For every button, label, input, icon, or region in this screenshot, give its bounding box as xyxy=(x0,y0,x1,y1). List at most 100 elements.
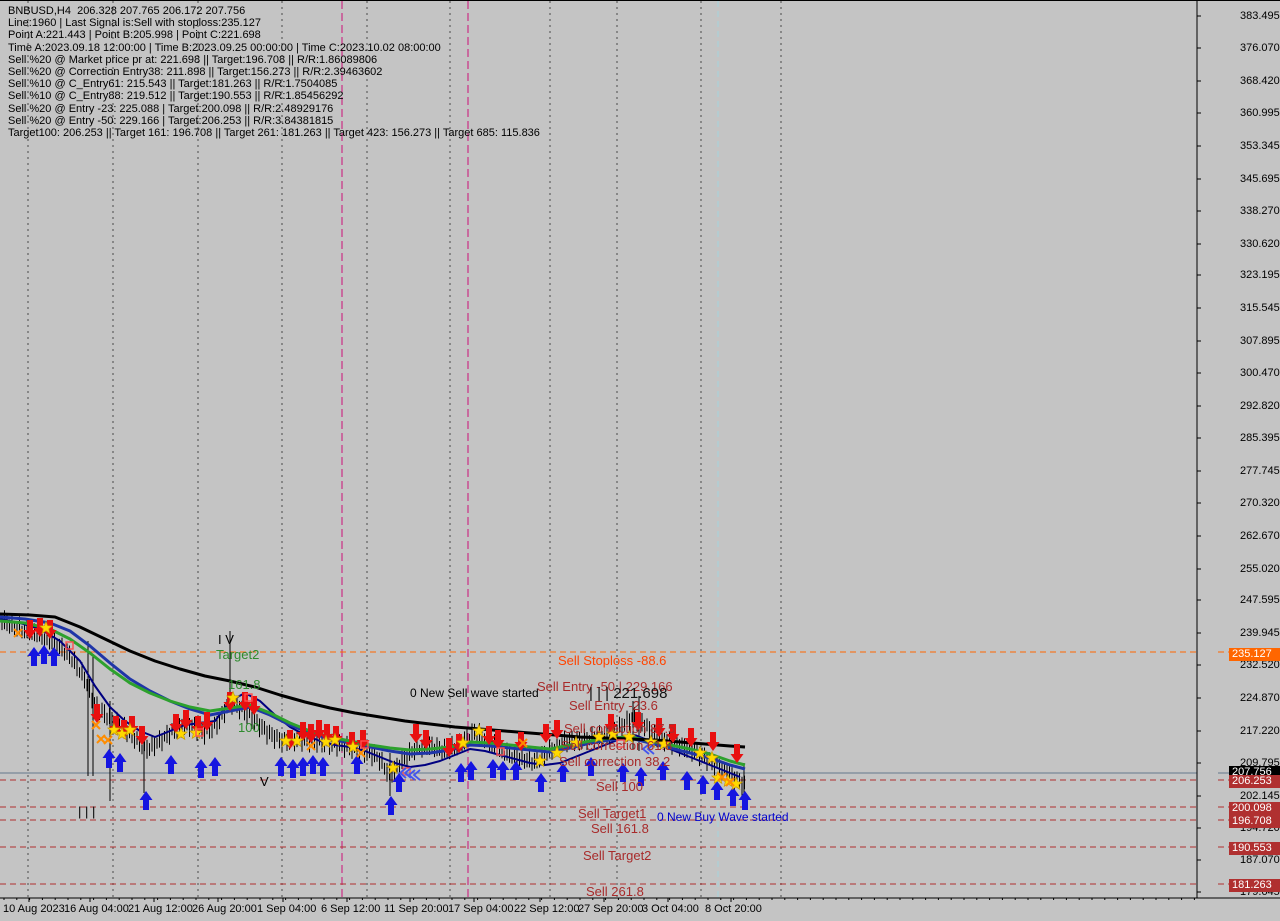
time-axis-label: 17 Sep 04:00 xyxy=(448,903,514,915)
fib-161-label[interactable]: 161.8 xyxy=(228,677,261,692)
fib-100-label[interactable]: 100 xyxy=(238,720,260,735)
target161-tag: 196.708 xyxy=(1229,814,1280,828)
sell-arrow-icon xyxy=(304,724,318,743)
sell-stoploss-label[interactable]: Sell Stoploss -88.6 xyxy=(558,653,667,668)
sell-arrow-icon xyxy=(631,712,645,731)
star-signal-icon xyxy=(122,722,138,737)
buy-arrow-icon xyxy=(710,781,724,800)
sell-arrow-icon xyxy=(550,720,564,739)
buy-arrow-icon xyxy=(584,757,598,776)
time-axis-label: 27 Sep 20:00 xyxy=(578,903,644,915)
signal-info-line: Sell %20 @ Entry -50: 229.166 | Target:2… xyxy=(8,114,334,127)
signal-info-line: Point A:221.443 | Point B:205.998 | Poin… xyxy=(8,29,261,42)
symbol-ohlc-line: BNBUSD,H4 206.328 207.765 206.172 207.75… xyxy=(8,5,246,17)
star-signal-icon xyxy=(38,620,54,635)
buy-arrow-icon xyxy=(139,791,153,810)
buy-arrow-icon xyxy=(296,757,310,776)
star-signal-icon xyxy=(692,745,708,760)
buy-arrow-icon xyxy=(350,755,364,774)
sell-corr-61-label[interactable]: Sell correction 61.8 xyxy=(561,738,673,753)
sell-arrow-icon xyxy=(90,704,104,723)
time-axis-label: 8 Oct 20:00 xyxy=(705,903,762,915)
cross-signal-icon xyxy=(306,741,316,751)
buy-arrow-icon xyxy=(680,771,694,790)
sell-entry50-label[interactable]: Sell Entry -50 | 229.166 xyxy=(537,679,673,694)
price-axis-label: 224.870 xyxy=(1240,692,1280,704)
sell-corr-87-label[interactable]: Sell correction 87.5 xyxy=(564,721,676,736)
buy-arrow-icon xyxy=(27,647,41,666)
buy-arrow-icon xyxy=(696,775,710,794)
buy-arrow-icon xyxy=(738,791,752,810)
price-axis-label: 330.620 xyxy=(1240,238,1280,250)
wave-V-label[interactable]: V xyxy=(260,774,269,789)
sell-target1-label[interactable]: Sell Target1 xyxy=(578,806,647,821)
target100-tag: 206.253 xyxy=(1229,774,1280,788)
point-c-price-label[interactable]: | | | 221.698 xyxy=(589,685,668,702)
sell-entry23-label[interactable]: Sell Entry -23.6 xyxy=(569,698,658,713)
star-signal-icon xyxy=(345,739,361,754)
star-signal-icon xyxy=(605,726,621,741)
buy-arrow-icon xyxy=(509,761,523,780)
cross-signal-icon xyxy=(91,720,101,730)
sell-target2-label[interactable]: Sell Target2 xyxy=(583,848,652,863)
time-axis-label: 3 Oct 04:00 xyxy=(642,903,699,915)
price-axis-label: 353.345 xyxy=(1240,140,1280,152)
price-axis-label: 368.420 xyxy=(1240,75,1280,87)
flag-signal-icon xyxy=(65,641,74,650)
buy-arrow-icon xyxy=(274,757,288,776)
sell-arrow-icon xyxy=(419,730,433,749)
wave-III-label[interactable]: | | | xyxy=(78,804,96,819)
buy-arrow-icon xyxy=(392,773,406,792)
cross-signal-icon xyxy=(96,734,106,744)
star-signal-icon xyxy=(114,726,130,741)
price-axis-label: 202.145 xyxy=(1240,790,1280,802)
star-signal-icon xyxy=(621,729,637,744)
buy-arrow-icon xyxy=(286,759,300,778)
sell-arrow-icon xyxy=(452,734,466,753)
price-axis-label: 217.220 xyxy=(1240,725,1280,737)
buy-arrow-icon xyxy=(194,759,208,778)
new-buy-wave-label[interactable]: 0 New Buy Wave started xyxy=(657,810,789,824)
flag-signal-icon xyxy=(195,728,204,737)
time-axis-label: 22 Sep 12:00 xyxy=(514,903,580,915)
price-axis-label: 239.945 xyxy=(1240,627,1280,639)
price-axis-label: 376.070 xyxy=(1240,42,1280,54)
sell-corr-38-label[interactable]: Sell correction 38.2 xyxy=(559,754,671,769)
star-signal-icon xyxy=(532,753,548,768)
flag-signal-icon xyxy=(496,747,505,756)
new-sell-wave-label[interactable]: 0 New Sell wave started xyxy=(410,686,539,700)
flag-signal-icon xyxy=(616,739,625,748)
sell-arrow-icon xyxy=(200,712,214,731)
buy-arrow-icon xyxy=(47,647,61,666)
buy-arrow-icon xyxy=(37,645,51,664)
time-axis-label: 26 Aug 20:00 xyxy=(192,903,257,915)
sell-100-label[interactable]: Sell 100 xyxy=(596,779,643,794)
cross-signal-icon xyxy=(13,628,23,638)
price-axis-label: 323.195 xyxy=(1240,269,1280,281)
star-signal-icon xyxy=(327,732,343,747)
signal-info-line: Sell %20 @ Entry -23: 225.088 | Target:2… xyxy=(8,102,334,115)
buy-arrow-icon xyxy=(208,757,222,776)
target2-label[interactable]: Target2 xyxy=(216,647,260,662)
buy-arrow-icon xyxy=(113,753,127,772)
sell-161-label[interactable]: Sell 161.8 xyxy=(591,821,649,836)
price-axis-label: 383.495 xyxy=(1240,10,1280,22)
sell-arrow-icon xyxy=(43,620,57,639)
chevron-signal-icon xyxy=(407,769,421,781)
sell-261-label[interactable]: Sell 261.8 xyxy=(586,884,644,899)
wave-IV-label[interactable]: I V xyxy=(218,632,234,647)
price-axis-label: 338.270 xyxy=(1240,205,1280,217)
cross-signal-icon xyxy=(103,735,113,745)
cross-signal-icon xyxy=(717,772,727,782)
price-axis-label: 247.595 xyxy=(1240,594,1280,606)
signal-info-line: Sell %20 @ Market price pr at: 221.698 |… xyxy=(8,53,378,66)
price-axis-label: 270.320 xyxy=(1240,497,1280,509)
buy-arrow-icon xyxy=(534,773,548,792)
signal-info-line: Sell %10 @ C_Entry61: 215.543 || Target:… xyxy=(8,78,338,91)
sell-arrow-icon xyxy=(539,724,553,743)
sell-arrow-icon xyxy=(684,728,698,747)
entry23-target-tag: 200.098 xyxy=(1229,801,1280,815)
star-signal-icon xyxy=(643,734,659,749)
